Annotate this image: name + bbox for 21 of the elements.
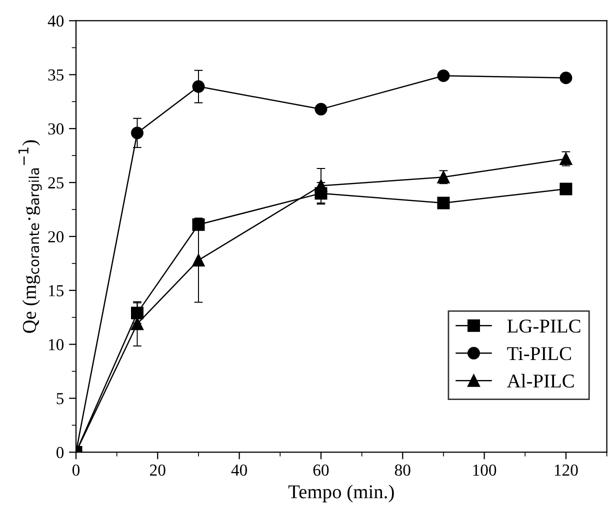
x-tick-label: 100 xyxy=(473,464,496,476)
x-tick-label: 80 xyxy=(394,464,410,476)
y-tick-label: 0 xyxy=(56,446,64,458)
legend-label: Ti-PILC xyxy=(507,347,571,360)
x-tick-label: 40 xyxy=(231,464,248,476)
y-tick-label: 10 xyxy=(48,339,64,350)
legend-label: Al-PILC xyxy=(506,374,574,388)
x-tick-label: 60 xyxy=(313,464,329,476)
y-tick-label: 25 xyxy=(48,177,64,188)
y-tick-label: 5 xyxy=(56,393,64,404)
y-tick-label: 40 xyxy=(48,15,64,27)
y-tick-label: 20 xyxy=(48,231,64,242)
x-tick-label: 20 xyxy=(150,464,166,476)
x-axis-title: Tempo (min.) xyxy=(288,484,394,502)
x-tick-label: 0 xyxy=(72,464,80,476)
y-tick-label: 15 xyxy=(48,285,64,296)
y-tick-label: 30 xyxy=(48,123,64,135)
legend-label: LG-PILC xyxy=(507,320,580,333)
x-tick-label: 120 xyxy=(554,464,578,476)
y-axis-title: Qe (mg$_{corante}$·g$_{argila}$$^{−1}$) xyxy=(18,140,42,333)
y-tick-label: 35 xyxy=(48,69,64,81)
